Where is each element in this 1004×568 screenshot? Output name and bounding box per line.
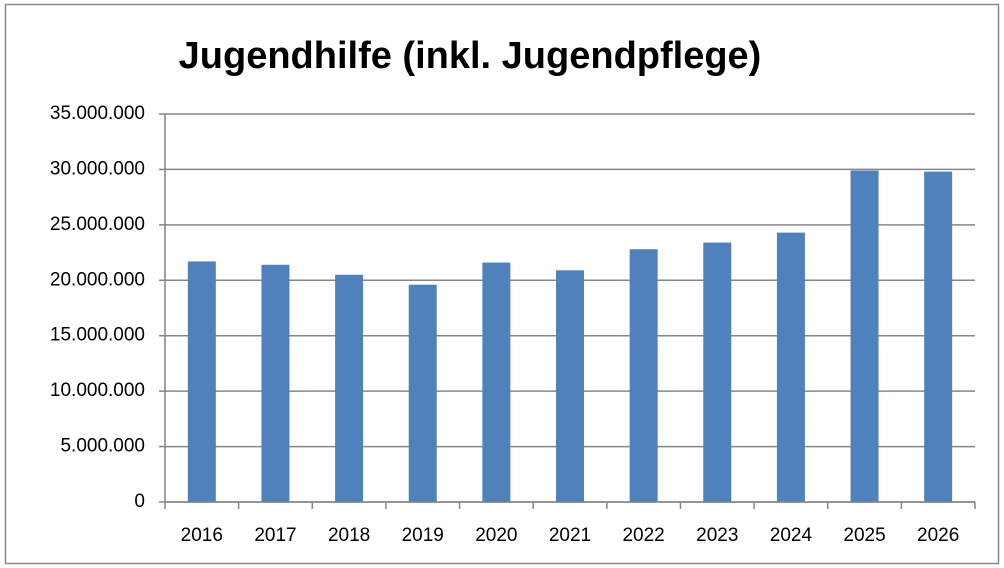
chart-title: Jugendhilfe (inkl. Jugendpflege) — [179, 35, 762, 77]
x-tick-label: 2023 — [696, 525, 738, 546]
y-tick-label: 0 — [134, 491, 145, 512]
y-tick-label: 10.000.000 — [50, 380, 145, 401]
bar — [261, 264, 290, 502]
y-tick-label: 20.000.000 — [50, 269, 145, 290]
bar — [850, 170, 879, 502]
bar — [776, 232, 805, 503]
bar — [482, 262, 511, 502]
bar — [408, 284, 437, 502]
bar — [335, 274, 364, 502]
bar — [924, 171, 953, 502]
bar — [629, 249, 658, 502]
y-tick-label: 25.000.000 — [50, 214, 145, 235]
x-tick-label: 2022 — [622, 525, 664, 546]
x-tick-label: 2018 — [328, 525, 370, 546]
y-tick-label: 35.000.000 — [50, 103, 145, 124]
x-tick-label: 2016 — [181, 525, 223, 546]
x-tick-label: 2025 — [843, 525, 885, 546]
x-tick-label: 2019 — [402, 525, 444, 546]
x-tick-label: 2021 — [549, 525, 591, 546]
x-tick-label: 2026 — [917, 525, 959, 546]
x-tick-label: 2020 — [475, 525, 517, 546]
bar — [187, 261, 216, 502]
bar — [703, 242, 732, 502]
x-tick-label: 2017 — [254, 525, 296, 546]
x-tick-label: 2024 — [770, 525, 813, 546]
y-tick-label: 5.000.000 — [60, 436, 145, 457]
y-tick-label: 30.000.000 — [50, 158, 145, 179]
y-tick-label: 15.000.000 — [50, 325, 145, 346]
bar — [556, 270, 584, 502]
